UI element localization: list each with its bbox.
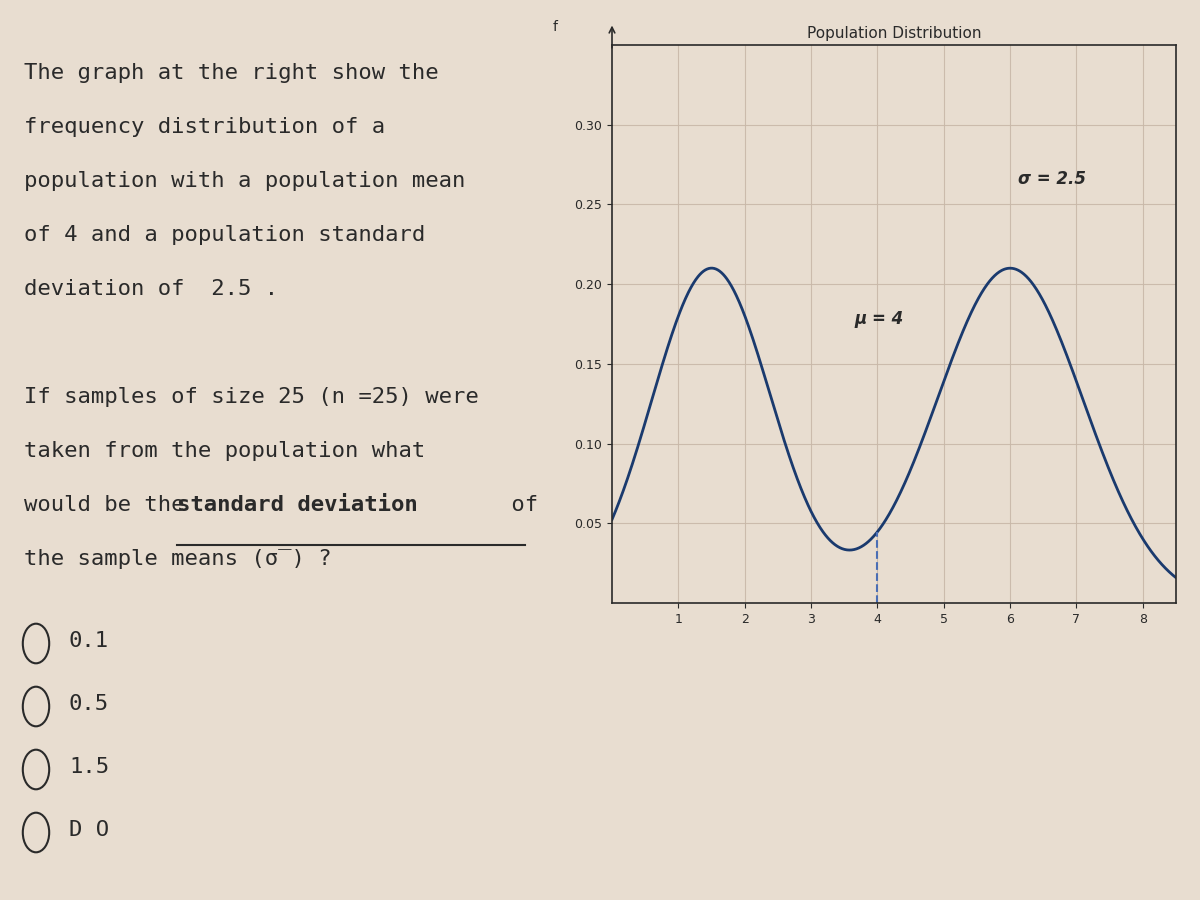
Text: μ = 4: μ = 4 <box>854 310 904 328</box>
Text: D O: D O <box>70 820 109 840</box>
Text: 1.5: 1.5 <box>70 757 109 777</box>
Text: 0.5: 0.5 <box>70 694 109 714</box>
Text: of: of <box>498 495 538 515</box>
Text: population with a population mean: population with a population mean <box>24 171 466 191</box>
Y-axis label: f: f <box>553 20 558 34</box>
Text: the sample means (σ̅) ?: the sample means (σ̅) ? <box>24 549 331 569</box>
Text: The graph at the right show the: The graph at the right show the <box>24 63 439 83</box>
Title: Population Distribution: Population Distribution <box>806 26 982 41</box>
Text: σ = 2.5: σ = 2.5 <box>1018 170 1086 188</box>
Text: deviation of  2.5 .: deviation of 2.5 . <box>24 279 278 299</box>
Text: of 4 and a population standard: of 4 and a population standard <box>24 225 425 245</box>
Text: frequency distribution of a: frequency distribution of a <box>24 117 385 137</box>
Text: 0.1: 0.1 <box>70 631 109 651</box>
Text: If samples of size 25 (n =25) were: If samples of size 25 (n =25) were <box>24 387 479 407</box>
Text: would be the: would be the <box>24 495 198 515</box>
Text: taken from the population what: taken from the population what <box>24 441 425 461</box>
Text: standard deviation: standard deviation <box>178 495 418 515</box>
